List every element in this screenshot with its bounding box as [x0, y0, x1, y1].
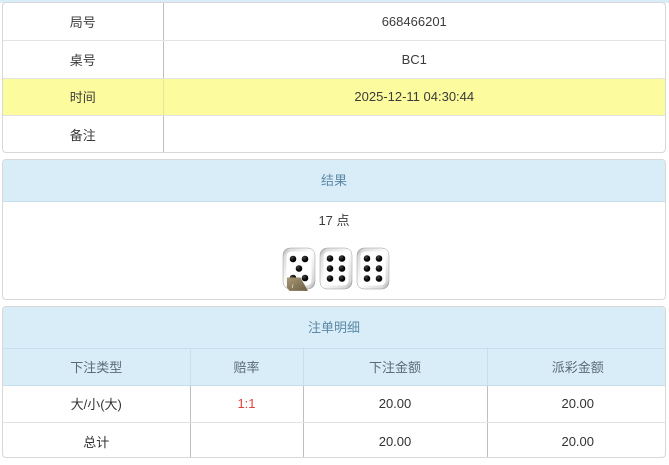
- svg-text:i: i: [291, 283, 293, 290]
